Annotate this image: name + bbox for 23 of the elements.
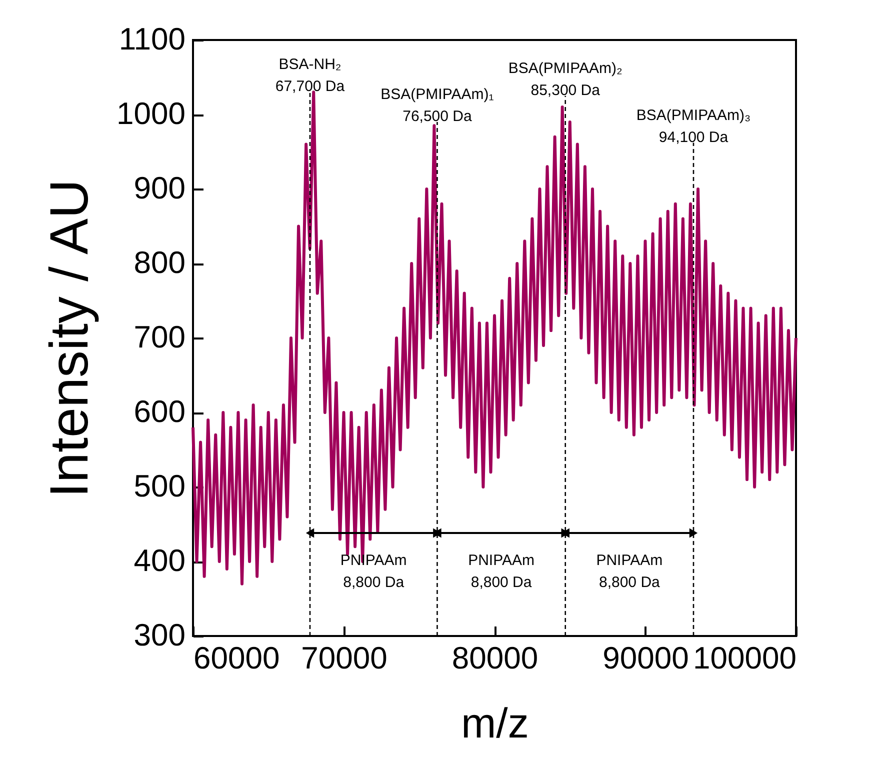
x-tick-label: 90000 (602, 640, 689, 676)
x-tick-label: 100000 (693, 640, 796, 676)
y-tick-label: 500 (134, 468, 186, 504)
y-tick-label: 1000 (116, 96, 186, 131)
y-tick-label: 600 (134, 394, 186, 429)
y-axis-title: Intensity / AU (40, 179, 100, 498)
y-tick-label: 400 (134, 543, 186, 578)
annotation: PNIPAAm 8,800 Da (340, 552, 407, 591)
y-tick-label: 800 (134, 245, 186, 280)
annotation: BSA(PMIPAAm)₂ 85,300 Da (508, 60, 622, 99)
y-tick-label: 1100 (118, 22, 186, 56)
y-tick-label: 300 (134, 618, 186, 652)
x-axis-title: m/z (461, 700, 529, 746)
x-tick-label: 80000 (452, 640, 538, 676)
x-tick-label: 60000 (194, 640, 280, 676)
annotation: PNIPAAm 8,800 Da (596, 552, 663, 591)
annotation: PNIPAAm 8,800 Da (468, 552, 534, 591)
y-tick-label: 700 (134, 320, 186, 354)
y-tick-label: 900 (134, 170, 186, 206)
annotation: BSA(PMIPAAm)₃ 94,100 Da (636, 106, 751, 146)
x-tick-label: 70000 (301, 640, 388, 676)
annotation: BSA-NH₂ 67,700 Da (275, 56, 346, 96)
annotation: BSA(PMIPAAm)₁ 76,500 Da (380, 86, 494, 125)
